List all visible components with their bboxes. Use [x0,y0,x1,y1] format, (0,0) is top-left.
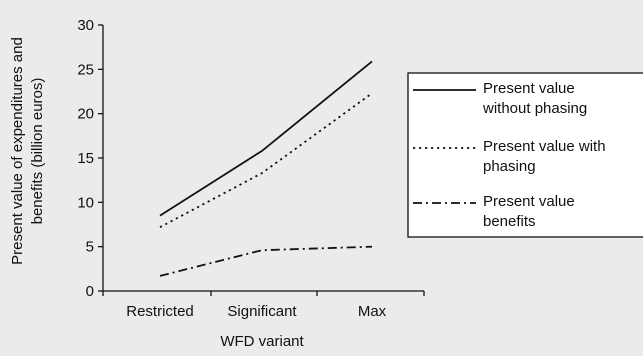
y-tick-label: 10 [77,194,94,211]
legend-label: phasing [483,158,536,175]
y-tick-label: 25 [77,61,94,78]
legend-label: without phasing [482,100,587,117]
series-line-1 [160,61,372,215]
legend: Present value without phasing Present valu… [408,73,643,237]
series-line-2 [160,93,372,227]
legend-label: Present value [483,193,575,210]
y-tick-label: 0 [86,283,94,300]
legend-label: Present value [483,80,575,97]
legend-label: benefits [483,213,536,230]
series-line-3 [160,247,372,276]
y-tick-label: 30 [77,17,94,34]
y-tick-label: 15 [77,150,94,167]
x-tick-label: Max [358,303,387,320]
x-axis-title: WFD variant [220,333,304,350]
legend-label: Present value with [483,138,606,155]
axes [98,25,424,296]
x-tick-label: Restricted [126,303,194,320]
series-layer [160,61,372,276]
y-tick-label: 20 [77,106,94,123]
y-tick-label: 5 [86,239,94,256]
y-axis-title-line: Present value of expenditures and [9,37,26,265]
y-axis-title-line: benefits (billion euros) [29,78,46,225]
x-tick-label: Significant [227,303,297,320]
labels-layer: 0 5 10 15 20 25 30 Restricted Significant Max WFD … [9,17,387,350]
